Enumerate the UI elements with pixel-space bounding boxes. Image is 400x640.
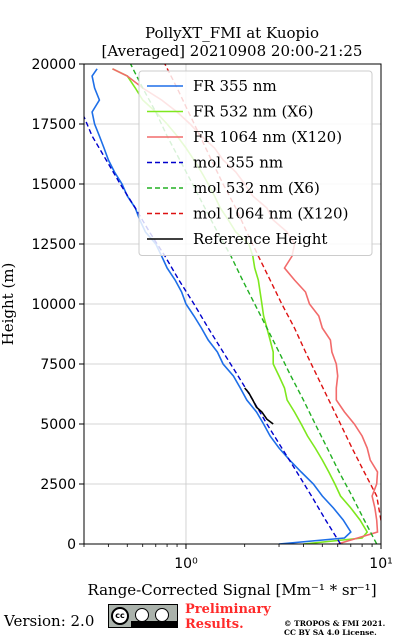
series-line-reference-height (244, 387, 274, 425)
cc-sa-icon (155, 608, 169, 622)
y-axis-label: Height (m) (0, 263, 17, 346)
axis-ticks: 0 2500 5000 7500 10000 12500 15000 17500 20000 10… (31, 57, 392, 572)
y-tick-label: 10000 (31, 297, 76, 313)
y-tick-label: 5000 (40, 417, 76, 433)
x-tick-label: 10¹ (369, 556, 392, 572)
chart-title: PollyXT_FMI at Kuopio (145, 24, 319, 42)
y-tick-label: 7500 (40, 357, 76, 373)
cc-license-badge-icon: cc (108, 604, 178, 628)
legend-label: mol 355 nm (193, 154, 283, 172)
legend-label: mol 1064 nm (X120) (193, 205, 348, 223)
series-line-fr-355-nm (91, 68, 352, 544)
cc-logo-icon: cc (111, 607, 129, 625)
y-tick-label: 12500 (31, 237, 76, 253)
copyright-line-2: CC BY SA 4.0 License. (284, 628, 377, 637)
y-tick-label: 17500 (31, 117, 76, 133)
x-axis-label: Range-Corrected Signal [Mm⁻¹ * sr⁻¹] (87, 581, 376, 599)
y-tick-label: 20000 (31, 57, 76, 73)
copyright-notice: © TROPOS & FMI 2021. CC BY SA 4.0 Licens… (284, 619, 385, 637)
legend-label: mol 532 nm (X6) (193, 179, 320, 197)
lidar-profile-chart: PollyXT_FMI at Kuopio [Averaged] 2021090… (0, 24, 393, 599)
legend-label: Reference Height (193, 230, 327, 248)
series-line-mol-1064-nm-x120 (164, 64, 381, 525)
legend-label: FR 355 nm (193, 77, 277, 95)
preliminary-line-2: Results. (185, 617, 244, 632)
legend-box (138, 70, 373, 256)
legend-label: FR 1064 nm (X120) (193, 128, 342, 146)
y-tick-label: 0 (67, 537, 76, 553)
legend-label: FR 532 nm (X6) (193, 103, 313, 121)
preliminary-line-1: Preliminary (185, 602, 271, 617)
version-label: Version: 2.0 (4, 612, 95, 630)
legend: FR 355 nm FR 532 nm (X6) FR 1064 nm (X120)… (138, 70, 373, 256)
copyright-line-1: © TROPOS & FMI 2021. (284, 619, 386, 628)
preliminary-notice: Preliminary Results. (185, 602, 271, 632)
chart-subtitle: [Averaged] 20210908 20:00-21:25 (102, 42, 363, 60)
cc-by-icon (135, 608, 149, 622)
y-tick-label: 2500 (40, 477, 76, 493)
y-tick-label: 15000 (31, 177, 76, 193)
x-tick-label: 10⁰ (174, 556, 198, 572)
series-line-mol-355-nm (84, 116, 342, 544)
cc-strip (131, 621, 177, 627)
